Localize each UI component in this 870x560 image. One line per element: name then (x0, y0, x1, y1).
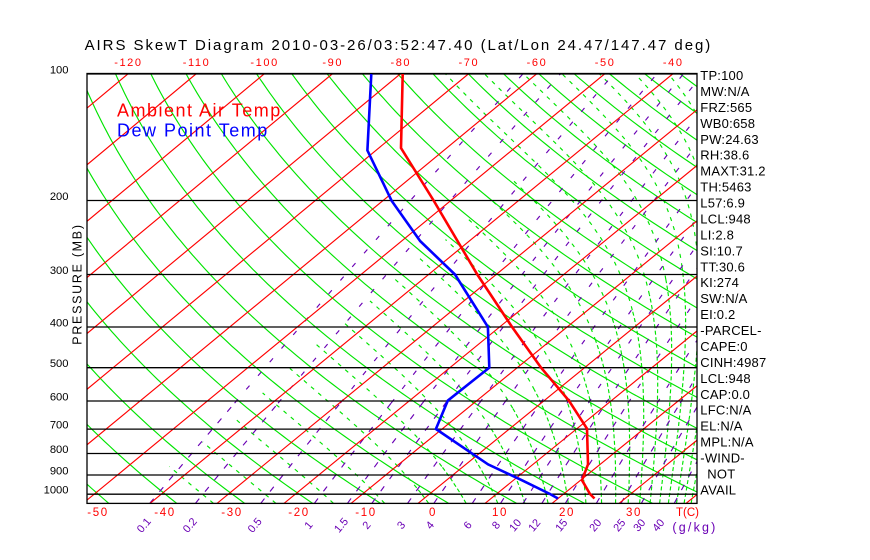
svg-text:TT:30.6: TT:30.6 (700, 259, 745, 274)
svg-text:0: 0 (429, 507, 437, 519)
svg-text:-80: -80 (390, 57, 411, 69)
svg-text:-90: -90 (322, 57, 343, 69)
svg-text:100: 100 (50, 64, 69, 76)
svg-text:-100: -100 (250, 57, 278, 69)
svg-text:400: 400 (50, 317, 69, 329)
svg-text:CAPE:0: CAPE:0 (700, 339, 747, 354)
svg-text:-20: -20 (288, 507, 309, 519)
svg-text:1000: 1000 (44, 485, 69, 497)
svg-text:T(C): T(C) (676, 507, 699, 519)
svg-text:600: 600 (50, 391, 69, 403)
svg-text:-120: -120 (114, 57, 142, 69)
svg-text:700: 700 (50, 420, 69, 432)
svg-text:RH:38.6: RH:38.6 (700, 148, 749, 163)
svg-text:AVAIL: AVAIL (700, 482, 736, 497)
svg-text:10: 10 (492, 507, 508, 519)
svg-text:LCL:948: LCL:948 (700, 212, 751, 227)
svg-text:EL:N/A: EL:N/A (700, 419, 743, 434)
svg-text:WB0:658: WB0:658 (700, 116, 755, 131)
svg-text:800: 800 (50, 444, 69, 456)
svg-text:500: 500 (50, 358, 69, 370)
svg-text:CAP:0.0: CAP:0.0 (700, 387, 750, 402)
svg-text:-110: -110 (183, 57, 211, 69)
svg-text:-WIND-: -WIND- (700, 451, 745, 466)
svg-text:SI:10.7: SI:10.7 (700, 243, 743, 258)
svg-text:-50: -50 (87, 507, 108, 519)
svg-text:900: 900 (50, 465, 69, 477)
svg-text:MPL:N/A: MPL:N/A (700, 435, 754, 450)
svg-text:-10: -10 (355, 507, 376, 519)
svg-text:MAXT:31.2: MAXT:31.2 (700, 164, 765, 179)
svg-text:NOT: NOT (707, 467, 735, 482)
svg-text:Ambient Air Temp: Ambient Air Temp (117, 100, 282, 120)
svg-text:AIRS SkewT Diagram 2010-03-26/: AIRS SkewT Diagram 2010-03-26/03:52:47.4… (85, 37, 713, 54)
svg-text:-40: -40 (154, 507, 175, 519)
svg-text:-70: -70 (459, 57, 480, 69)
svg-text:Dew Point Temp: Dew Point Temp (117, 121, 269, 141)
svg-text:300: 300 (50, 265, 69, 277)
svg-text:SW:N/A: SW:N/A (700, 291, 747, 306)
svg-text:20: 20 (559, 507, 575, 519)
svg-text:(g/kg): (g/kg) (672, 521, 717, 535)
svg-text:PRESSURE (MB): PRESSURE (MB) (71, 223, 85, 344)
svg-text:MW:N/A: MW:N/A (700, 84, 749, 99)
svg-text:FRZ:565: FRZ:565 (700, 100, 752, 115)
svg-text:-40: -40 (663, 57, 684, 69)
svg-text:TH:5463: TH:5463 (700, 180, 751, 195)
svg-text:200: 200 (50, 191, 69, 203)
svg-text:-30: -30 (221, 507, 242, 519)
svg-text:LFC:N/A: LFC:N/A (700, 403, 751, 418)
svg-text:-PARCEL-: -PARCEL- (700, 323, 761, 338)
svg-text:TP:100: TP:100 (700, 68, 743, 83)
svg-text:CINH:4987: CINH:4987 (700, 355, 766, 370)
svg-text:KI:274: KI:274 (700, 275, 739, 290)
svg-text:-60: -60 (527, 57, 548, 69)
svg-text:PW:24.63: PW:24.63 (700, 132, 758, 147)
svg-text:LI:2.8: LI:2.8 (700, 227, 734, 242)
svg-text:EI:0.2: EI:0.2 (700, 307, 735, 322)
svg-text:30: 30 (626, 507, 642, 519)
svg-text:L57:6.9: L57:6.9 (700, 196, 745, 211)
svg-text:LCL:948: LCL:948 (700, 371, 751, 386)
svg-text:-50: -50 (595, 57, 616, 69)
